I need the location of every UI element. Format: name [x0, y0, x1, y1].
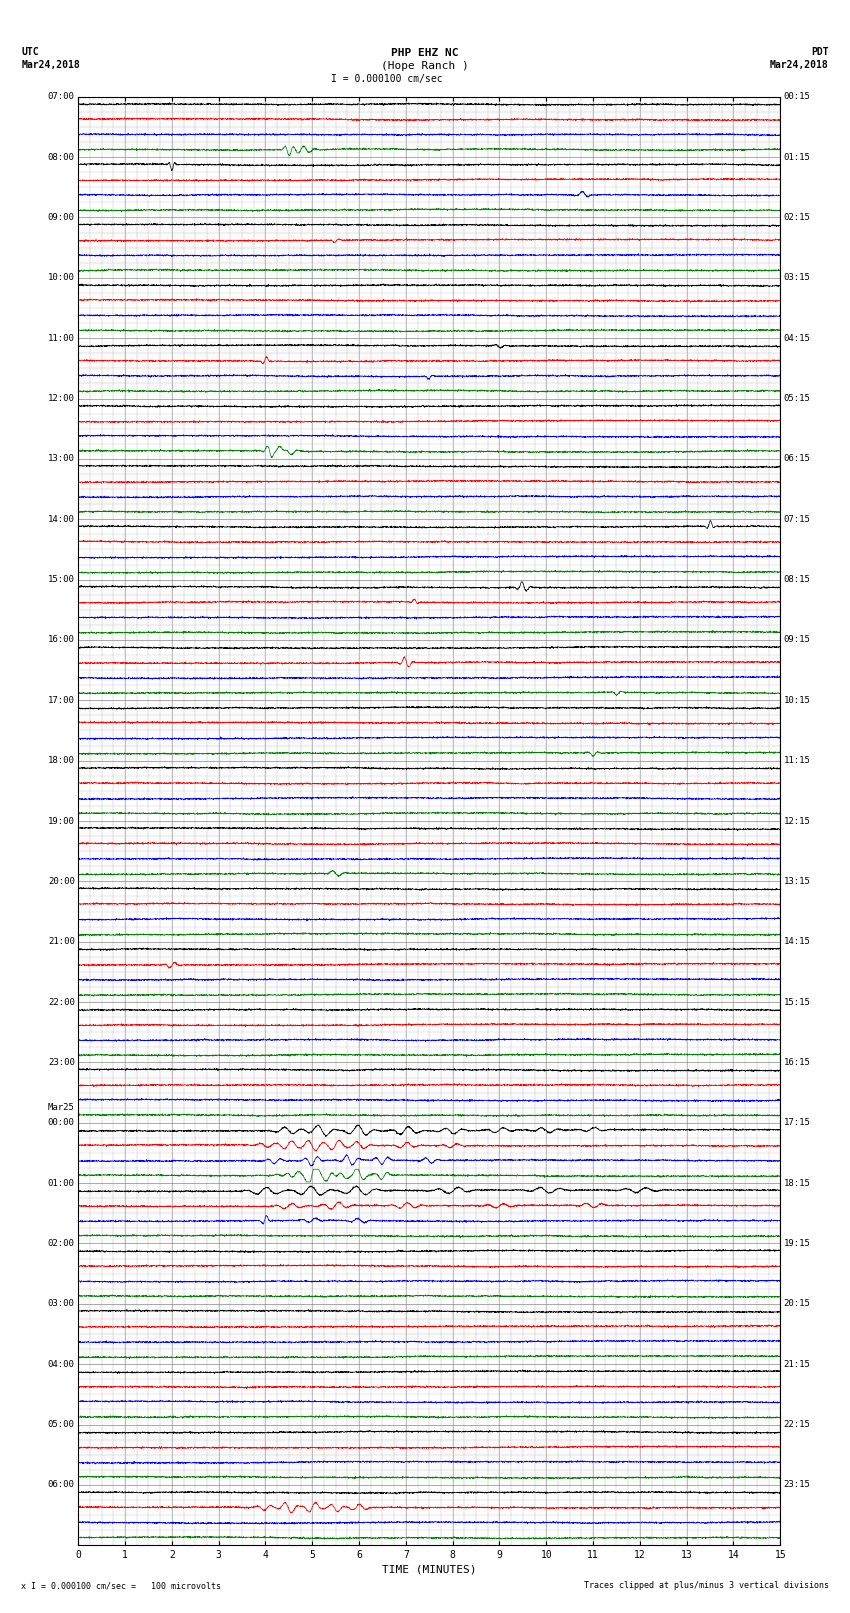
Text: 00:00: 00:00 [48, 1118, 75, 1127]
Text: 10:15: 10:15 [784, 695, 811, 705]
Text: 04:00: 04:00 [48, 1360, 75, 1369]
Text: 12:00: 12:00 [48, 394, 75, 403]
Text: 03:15: 03:15 [784, 273, 811, 282]
Text: 07:15: 07:15 [784, 515, 811, 524]
Bar [78, 1184, 780, 1244]
Text: 09:15: 09:15 [784, 636, 811, 645]
Text: 02:15: 02:15 [784, 213, 811, 223]
Text: 16:15: 16:15 [784, 1058, 811, 1066]
Text: 03:00: 03:00 [48, 1300, 75, 1308]
Text: 12:15: 12:15 [784, 816, 811, 826]
Text: 14:00: 14:00 [48, 515, 75, 524]
Text: UTC: UTC [21, 47, 39, 56]
Text: Traces clipped at plus/minus 3 vertical divisions: Traces clipped at plus/minus 3 vertical … [584, 1581, 829, 1590]
Text: 17:15: 17:15 [784, 1118, 811, 1127]
Text: 19:00: 19:00 [48, 816, 75, 826]
Text: 15:00: 15:00 [48, 576, 75, 584]
Text: 09:00: 09:00 [48, 213, 75, 223]
Text: 11:00: 11:00 [48, 334, 75, 342]
Bar [78, 942, 780, 1002]
Text: (Hope Ranch ): (Hope Ranch ) [381, 61, 469, 71]
Text: 06:15: 06:15 [784, 455, 811, 463]
Text: 06:00: 06:00 [48, 1481, 75, 1489]
Text: 16:00: 16:00 [48, 636, 75, 645]
Text: Mar24,2018: Mar24,2018 [770, 60, 829, 69]
Text: 05:00: 05:00 [48, 1419, 75, 1429]
Text: 22:00: 22:00 [48, 997, 75, 1007]
Text: 22:15: 22:15 [784, 1419, 811, 1429]
Text: 20:00: 20:00 [48, 877, 75, 886]
Text: 05:15: 05:15 [784, 394, 811, 403]
X-axis label: TIME (MINUTES): TIME (MINUTES) [382, 1565, 477, 1574]
Bar [78, 1303, 780, 1365]
Text: 13:15: 13:15 [784, 877, 811, 886]
Text: 23:00: 23:00 [48, 1058, 75, 1066]
Text: 04:15: 04:15 [784, 334, 811, 342]
Bar [78, 458, 780, 519]
Text: 21:15: 21:15 [784, 1360, 811, 1369]
Text: 23:15: 23:15 [784, 1481, 811, 1489]
Bar [78, 218, 780, 277]
Text: 11:15: 11:15 [784, 756, 811, 765]
Text: 20:15: 20:15 [784, 1300, 811, 1308]
Text: 18:00: 18:00 [48, 756, 75, 765]
Bar [78, 700, 780, 761]
Text: 08:15: 08:15 [784, 576, 811, 584]
Text: 17:00: 17:00 [48, 695, 75, 705]
Text: 01:00: 01:00 [48, 1179, 75, 1187]
Text: PHP EHZ NC: PHP EHZ NC [391, 48, 459, 58]
Text: Mar25: Mar25 [48, 1103, 75, 1113]
Text: 07:00: 07:00 [48, 92, 75, 102]
Text: 08:00: 08:00 [48, 153, 75, 161]
Text: x I = 0.000100 cm/sec =   100 microvolts: x I = 0.000100 cm/sec = 100 microvolts [21, 1581, 221, 1590]
Text: 00:15: 00:15 [784, 92, 811, 102]
Text: 13:00: 13:00 [48, 455, 75, 463]
Bar [78, 579, 780, 640]
Text: 02:00: 02:00 [48, 1239, 75, 1248]
Bar [78, 339, 780, 398]
Bar [78, 97, 780, 156]
Text: 19:15: 19:15 [784, 1239, 811, 1248]
Bar [78, 1063, 780, 1123]
Text: 21:00: 21:00 [48, 937, 75, 947]
Bar [78, 1424, 780, 1486]
Text: 10:00: 10:00 [48, 273, 75, 282]
Bar [78, 821, 780, 881]
Text: 15:15: 15:15 [784, 997, 811, 1007]
Text: Mar24,2018: Mar24,2018 [21, 60, 80, 69]
Text: 14:15: 14:15 [784, 937, 811, 947]
Text: PDT: PDT [811, 47, 829, 56]
Text: 18:15: 18:15 [784, 1179, 811, 1187]
Text: 01:15: 01:15 [784, 153, 811, 161]
Text: I = 0.000100 cm/sec: I = 0.000100 cm/sec [331, 74, 443, 84]
